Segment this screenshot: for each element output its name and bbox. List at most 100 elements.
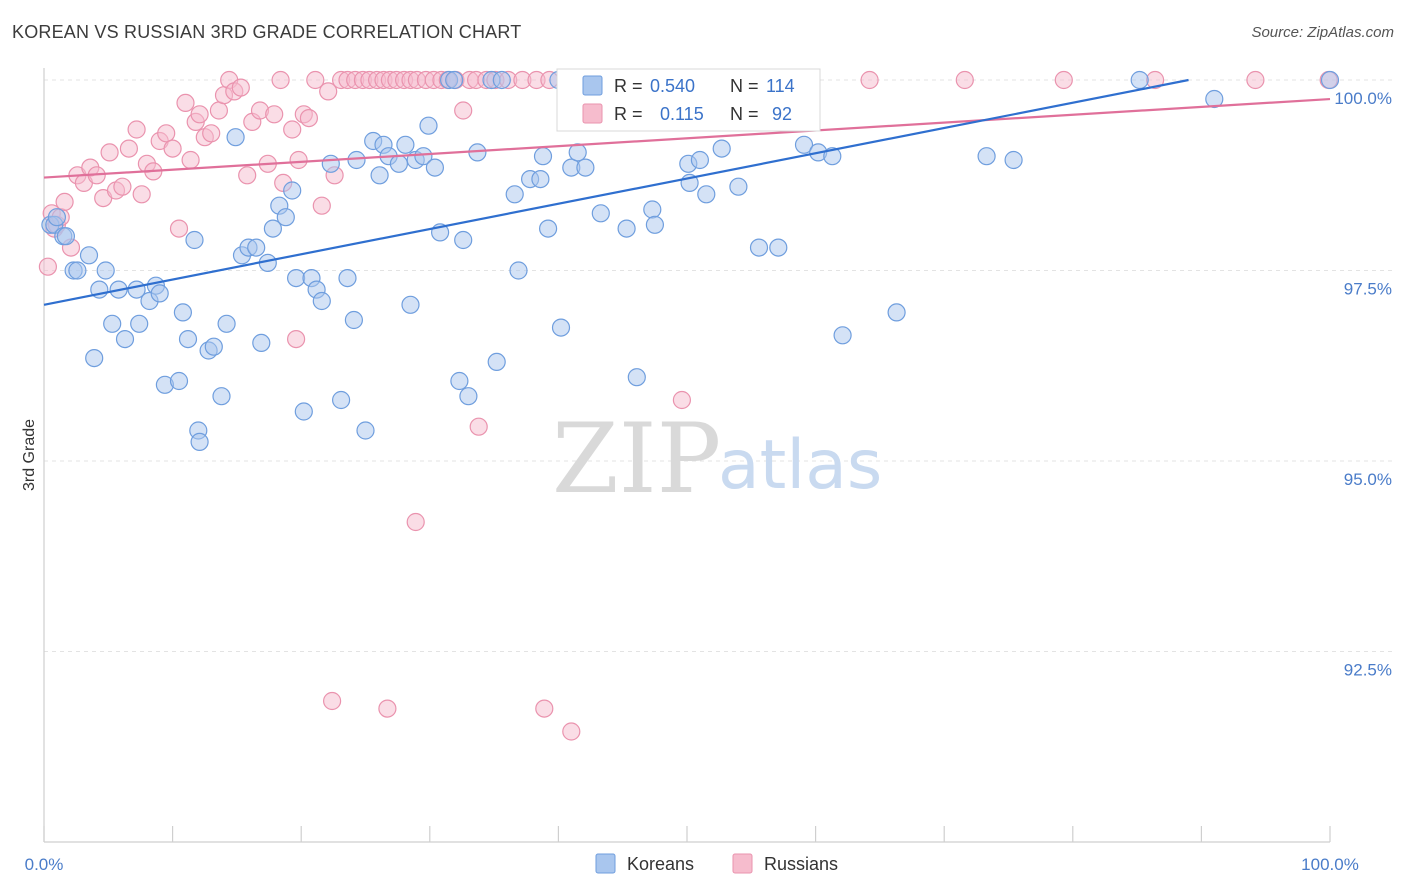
koreans-point	[294, 402, 313, 421]
russians-point	[955, 70, 974, 90]
russians-point	[271, 70, 290, 90]
koreans-point	[96, 261, 115, 280]
russians-point	[100, 143, 119, 162]
russians-swatch	[582, 103, 603, 124]
x-tick-label-max: 100.0%	[1301, 855, 1359, 874]
koreans-point	[627, 368, 646, 387]
koreans-point	[226, 128, 245, 147]
y-tick-label: 100.0%	[1334, 89, 1392, 108]
koreans-point	[85, 349, 104, 368]
bottom-legend: Koreans Russians	[595, 853, 838, 874]
koreans-n-label: N =	[730, 76, 759, 96]
koreans-point	[505, 185, 524, 204]
koreans-point	[414, 147, 433, 166]
koreans-point	[533, 147, 553, 166]
koreans-point	[185, 230, 204, 250]
koreans-point	[977, 147, 996, 166]
koreans-point	[419, 116, 438, 135]
y-axis-title: 3rd Grade	[21, 419, 38, 491]
russians-point	[265, 105, 284, 124]
koreans-point	[370, 166, 389, 185]
koreans-point	[769, 238, 788, 257]
russians-trend-line	[43, 97, 1331, 179]
koreans-point	[794, 135, 814, 154]
chart-source: Source: ZipAtlas.com	[1251, 24, 1394, 41]
koreans-point	[356, 421, 375, 440]
koreans-point	[591, 204, 610, 223]
russians-point	[562, 722, 581, 741]
koreans-point	[178, 330, 198, 349]
koreans-r-value: 0.540	[650, 76, 695, 96]
koreans-point	[321, 154, 340, 173]
koreans-points	[41, 70, 1340, 451]
koreans-point	[47, 208, 67, 227]
koreans-point	[425, 158, 444, 177]
russians-point	[238, 166, 257, 185]
watermark-zip: ZIP	[552, 403, 721, 515]
russians-point	[287, 330, 306, 349]
russians-point	[319, 82, 338, 101]
koreans-point	[492, 70, 511, 90]
koreans-point	[347, 150, 366, 170]
koreans-point	[332, 390, 351, 410]
stats-legend: R = 0.540 N = 114 R = 0.115 N = 92	[556, 68, 821, 132]
russians-point	[181, 150, 200, 170]
koreans-point	[169, 371, 189, 391]
y-tick-label: 95.0%	[1344, 470, 1392, 489]
koreans-point	[459, 387, 478, 406]
koreans-point	[312, 291, 331, 311]
russians-point	[163, 139, 182, 158]
koreans-point	[1320, 70, 1340, 90]
russians-point	[55, 192, 74, 211]
koreans-point	[56, 227, 76, 246]
koreans-point	[68, 261, 87, 280]
legend-russians-label: Russians	[764, 854, 838, 874]
koreans-point	[1205, 89, 1224, 109]
koreans-point	[551, 318, 571, 337]
koreans-point	[1130, 70, 1149, 90]
russians-point	[535, 699, 554, 718]
russians-point	[283, 120, 302, 139]
russians-point	[299, 108, 318, 128]
legend-russians-swatch	[732, 853, 753, 874]
russians-point	[406, 512, 425, 532]
koreans-point	[454, 230, 473, 250]
koreans-point	[823, 147, 842, 166]
russians-point	[289, 150, 308, 170]
koreans-point	[263, 219, 282, 238]
russians-point	[202, 124, 221, 143]
koreans-point	[217, 314, 236, 333]
koreans-point	[79, 246, 99, 265]
koreans-point	[729, 177, 748, 196]
russians-point	[672, 390, 692, 410]
x-ticks	[43, 826, 1331, 842]
y-tick-label: 92.5%	[1344, 661, 1392, 680]
koreans-point	[103, 314, 122, 333]
russians-point	[38, 257, 58, 276]
koreans-point	[487, 352, 506, 371]
koreans-point	[287, 269, 306, 288]
koreans-point	[190, 432, 209, 451]
koreans-point	[150, 284, 169, 303]
y-tick-label: 97.5%	[1344, 280, 1392, 299]
koreans-point	[568, 143, 587, 162]
koreans-point	[445, 70, 464, 90]
koreans-point	[212, 387, 231, 406]
koreans-point	[173, 303, 192, 322]
russians-point	[190, 105, 209, 124]
legend-koreans-label: Koreans	[627, 854, 694, 874]
x-tick-label-min: 0.0%	[25, 855, 64, 874]
koreans-point	[617, 219, 636, 238]
russians-point	[454, 101, 473, 120]
koreans-point	[344, 310, 363, 330]
koreans-point	[833, 326, 852, 345]
russians-n-value: 92	[772, 104, 792, 124]
koreans-point	[283, 181, 302, 200]
russians-point	[176, 93, 195, 113]
russians-point	[119, 139, 138, 158]
watermark-atlas: atlas	[718, 426, 882, 505]
koreans-point	[401, 295, 420, 314]
koreans-point	[531, 170, 550, 189]
koreans-point	[538, 219, 558, 238]
